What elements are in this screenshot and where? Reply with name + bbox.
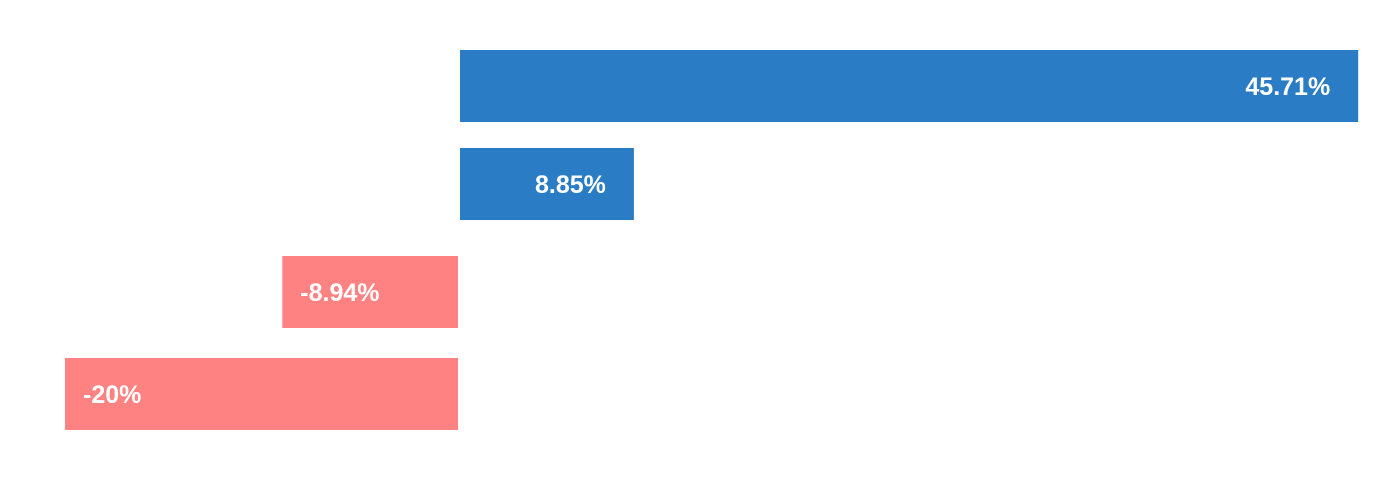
- bar-2: [282, 256, 458, 328]
- data-label-group: 45.71% 8.85% -8.94% -20%: [83, 73, 1330, 409]
- bar-group: [65, 50, 1359, 430]
- bar-3: [65, 358, 458, 430]
- data-label-1: 8.85%: [535, 171, 606, 199]
- data-label-2: -8.94%: [300, 279, 379, 307]
- bar-0: [460, 50, 1359, 122]
- data-label-3: -20%: [83, 381, 141, 409]
- data-label-0: 45.71%: [1245, 73, 1330, 101]
- bar-1: [460, 148, 634, 220]
